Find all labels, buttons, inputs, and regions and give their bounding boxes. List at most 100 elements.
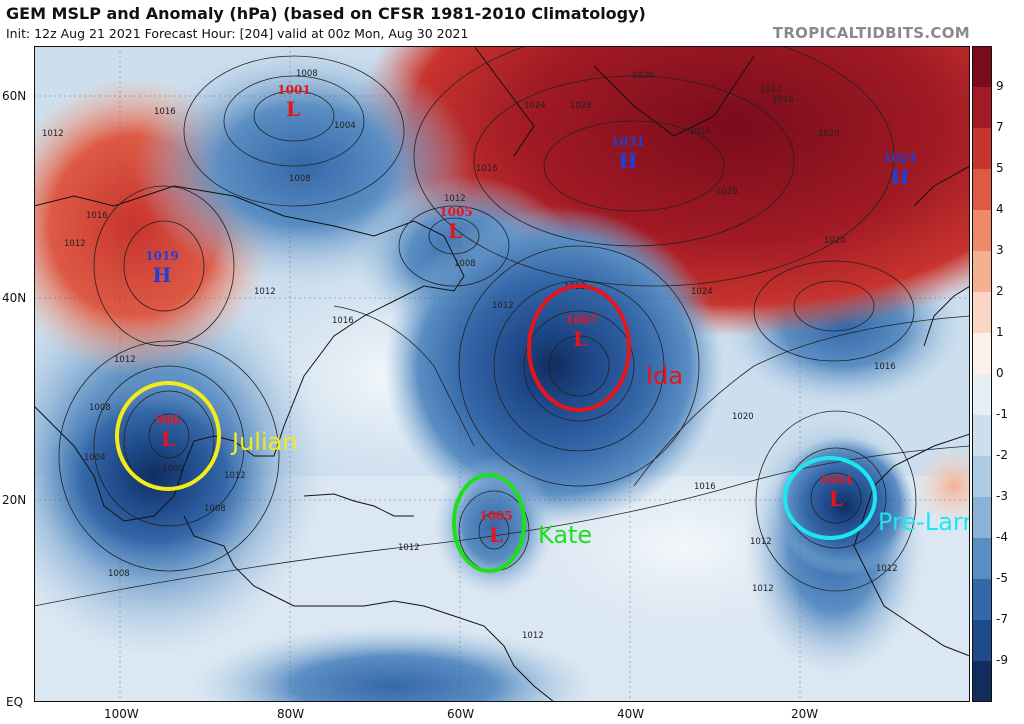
lat-lon-grid [34, 46, 970, 702]
storm-annotations [115, 284, 877, 573]
isobars [34, 46, 970, 607]
colorbar-tick-label: 0 [996, 366, 1004, 380]
contour-label: 1024 [524, 101, 546, 111]
contour-label: 1008 [296, 69, 318, 79]
colorbar-tick-label: -5 [996, 571, 1008, 585]
lat-label-20n: 20N [2, 493, 27, 507]
contour-label: 1028 [570, 101, 592, 111]
pre-larry-circle [783, 456, 877, 540]
contour-label: 1012 [876, 564, 898, 574]
high-center-atlantic: 1031 H [611, 135, 644, 173]
pressure-letter: L [489, 523, 503, 547]
colorbar-tick-label: -4 [996, 530, 1008, 544]
contour-label: 1016 [86, 211, 108, 221]
storm-labels: Julian Ida Kate Pre-Larry [230, 362, 970, 549]
colorbar-cell [972, 169, 992, 211]
contour-label: 1016 [694, 482, 716, 492]
contour-label: 1012 [224, 471, 246, 481]
contour-label: 1016 [154, 107, 176, 117]
coastlines [34, 46, 970, 702]
contour-label: 1016 [476, 164, 498, 174]
contour-label: 1012 [752, 584, 774, 594]
lon-label-60w: 60W [447, 707, 475, 721]
low-center-ida: 1007 L [565, 313, 598, 351]
contour-label: 1020 [818, 129, 840, 139]
pressure-value: 1024 [883, 151, 916, 165]
colorbar-cell [972, 128, 992, 170]
pressure-value: 1019 [145, 249, 178, 263]
colorbar-tick-label: 4 [996, 202, 1004, 216]
contour-label: 1016 [332, 316, 354, 326]
contour-label: 1012 [444, 194, 466, 204]
colorbar-tick-label: 1 [996, 325, 1004, 339]
contour-label: 1012 [760, 85, 782, 95]
storm-label-julian: Julian [230, 428, 298, 456]
pressure-letter: H [619, 149, 638, 173]
colorbar-tick-label: -1 [996, 407, 1008, 421]
colorbar-tick-label: 7 [996, 120, 1004, 134]
contour-label: 1020 [824, 236, 846, 246]
contour-label: 1000 [162, 464, 184, 474]
colorbar-cell [972, 497, 992, 539]
contour-label: 1008 [108, 569, 130, 579]
contour-label: 1024 [689, 127, 711, 137]
lon-label-100w: 100W [104, 707, 139, 721]
contour-label: 1012 [492, 301, 514, 311]
anomaly-julian [34, 366, 274, 586]
colorbar-tick-label: -9 [996, 653, 1008, 667]
contour-label: 1012 [522, 631, 544, 641]
anomaly-neg-south-america [194, 626, 594, 702]
colorbar-cell [972, 538, 992, 580]
pressure-centers: 1001 L 1005 L 1019 H 1031 H 1024 H 1007 … [145, 83, 916, 547]
colorbar-tick-label: 5 [996, 161, 1004, 175]
pressure-value: 1004 [819, 473, 852, 487]
lat-label-eq: EQ [6, 695, 24, 709]
brand-watermark: TROPICALTIDBITS.COM [772, 24, 970, 42]
high-center-europe: 1024 H [883, 151, 916, 189]
storm-label-kate: Kate [538, 521, 592, 549]
pressure-letter: H [891, 165, 910, 189]
lon-label-40w: 40W [617, 707, 645, 721]
colorbar-tick-label: 3 [996, 243, 1004, 257]
contour-label: 1004 [334, 121, 356, 131]
contour-label: 1012 [64, 239, 86, 249]
colorbar-cell [972, 46, 992, 88]
colorbar-tick-label: 9 [996, 79, 1004, 93]
high-center-plains: 1019 H [145, 249, 178, 287]
low-center-julian: 986 L [155, 413, 180, 451]
colorbar-tick-label: -3 [996, 489, 1008, 503]
colorbar-cell [972, 333, 992, 375]
contour-label: 1008 [204, 504, 226, 514]
pressure-value: 1005 [479, 509, 512, 523]
contour-label: 1004 [84, 453, 106, 463]
map-subtitle: Init: 12z Aug 21 2021 Forecast Hour: [20… [6, 26, 469, 41]
lat-label-60n: 60N [2, 89, 27, 103]
contour-label: 1024 [691, 287, 713, 297]
colorbar-cell [972, 210, 992, 252]
low-center-newfoundland: 1005 L [439, 205, 472, 243]
contour-label: 1020 [732, 412, 754, 422]
contour-label: 1008 [454, 259, 476, 269]
julian-circle [115, 381, 221, 491]
pressure-letter: H [153, 263, 172, 287]
contour-label: 1012 [398, 543, 420, 553]
contour-label: 1012 [254, 287, 276, 297]
pressure-letter: L [161, 427, 175, 451]
pressure-letter: L [829, 487, 843, 511]
colorbar-cell [972, 661, 992, 702]
anomaly-pos-iberia [914, 446, 970, 526]
kate-circle [452, 473, 526, 573]
colorbar-tick-label: -2 [996, 448, 1008, 462]
colorbar-cell [972, 87, 992, 129]
contour-label: 1028 [716, 187, 738, 197]
contour-label: 1020 [632, 71, 654, 81]
pressure-value: 1005 [439, 205, 472, 219]
anomaly-colorbar [972, 46, 992, 702]
lon-label-20w: 20W [791, 707, 819, 721]
contour-label: 1012 [114, 355, 136, 365]
colorbar-cell [972, 251, 992, 293]
pressure-value: 986 [155, 413, 180, 427]
contour-label: 1016 [874, 362, 896, 372]
low-center-pre-larry: 1004 L [819, 473, 852, 511]
pressure-value: 1031 [611, 135, 644, 149]
